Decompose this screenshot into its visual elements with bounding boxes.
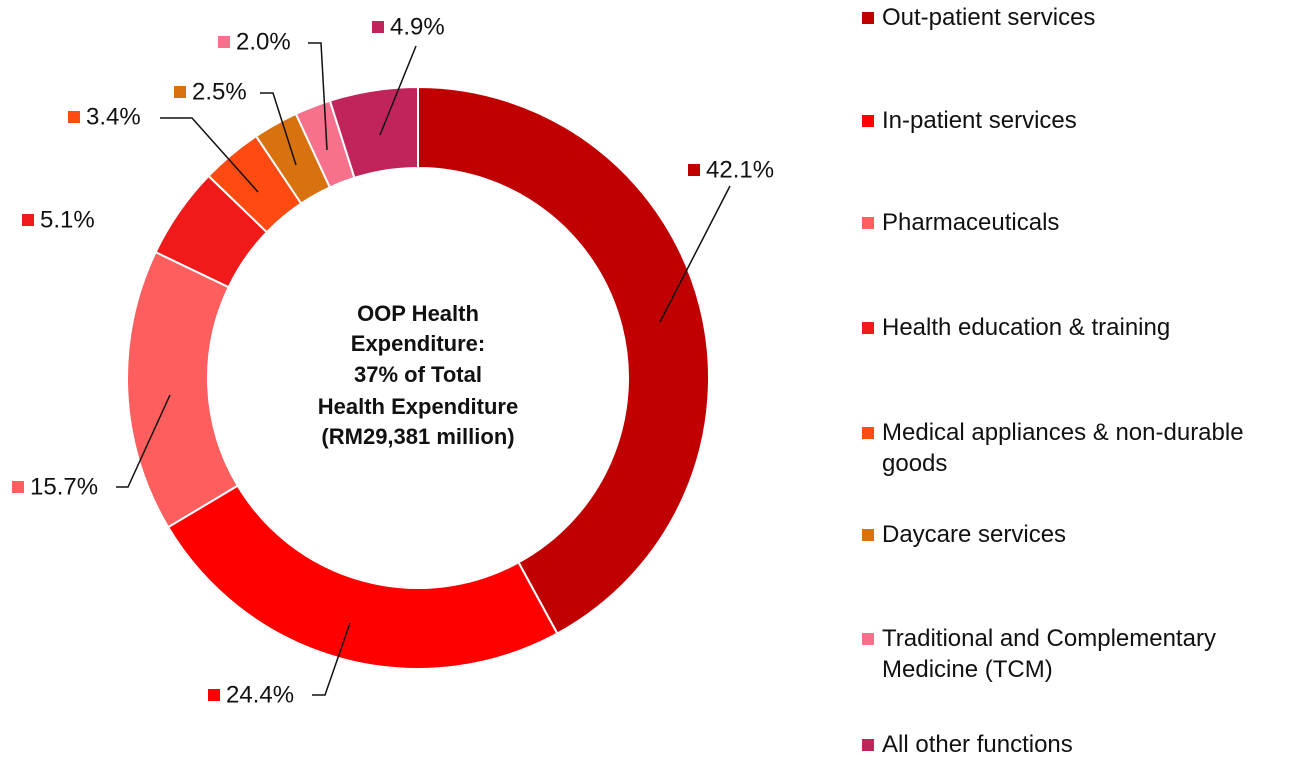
data-label: 42.1% [706,156,774,183]
legend-swatch [862,115,874,127]
data-label: 2.5% [192,78,247,105]
legend-label: Pharmaceuticals [882,209,1060,236]
legend-label: In-patient services [882,107,1077,134]
leader-line [160,117,259,193]
center-text: (RM29,381 million) [321,424,514,449]
center-text: OOP Health [357,301,479,326]
data-label: 2.0% [236,28,291,55]
legend-swatch [862,739,874,751]
data-label: 5.1% [40,206,95,233]
label-marker [208,689,220,701]
leader-line [116,394,171,488]
legend-label: Out-patient services [882,4,1096,31]
legend-label: Health education & training [882,314,1171,341]
leader-line [379,45,417,136]
chart: 42.1% 24.4% 15.7% 5.1% 3.4% 2.5% 2.0% 4.9% OOP H… [12,13,774,708]
label-marker [12,481,24,493]
donut-slice [417,85,710,635]
center-text: Expenditure: [351,331,485,356]
label-marker [688,164,700,176]
legend-item: In-patient services [862,105,1282,136]
legend-swatch [862,529,874,541]
legend-swatch [862,322,874,334]
label-marker [372,21,384,33]
data-label: 4.9% [390,13,445,40]
leader-line [308,42,328,151]
center-text: 37% of Total [354,362,482,387]
leader-line [260,92,297,166]
donut-slice [126,250,240,529]
legend-item: Medical appliances & non-durable goods [862,417,1282,479]
label-marker [218,36,230,48]
center-text: Health Expenditure [318,394,518,419]
donut-slice [166,484,559,670]
legend-item: All other functions [862,729,1282,758]
donut-slice [328,85,419,180]
leader-line [659,185,731,323]
leader-line [312,622,351,696]
legend-swatch [862,633,874,645]
legend-label: Medical appliances & non-durable goods [882,419,1244,477]
legend-swatch [862,12,874,24]
legend-item: Traditional and Complementary Medicine (… [862,623,1282,685]
legend-item: Health education & training [862,312,1282,343]
data-label: 15.7% [30,473,98,500]
label-marker [174,86,186,98]
legend-swatch [862,427,874,439]
data-label: 24.4% [226,681,294,708]
legend-label: Daycare services [882,521,1067,548]
data-label: 3.4% [86,103,141,130]
legend-item: Daycare services [862,519,1282,550]
legend-swatch [862,217,874,229]
label-marker [22,214,34,226]
legend-label: All other functions [882,731,1073,758]
label-marker [68,111,80,123]
legend-label: Traditional and Complementary Medicine (… [882,625,1216,683]
legend-item: Out-patient services [862,2,1282,33]
legend-item: Pharmaceuticals [862,207,1282,238]
